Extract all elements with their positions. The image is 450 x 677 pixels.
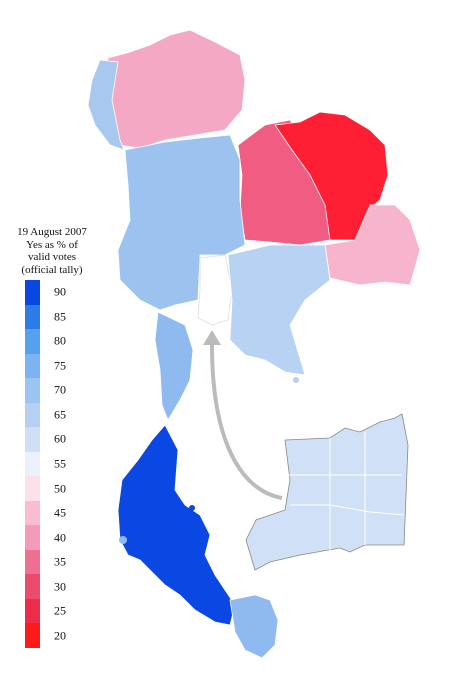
region-lower-south <box>117 424 236 626</box>
legend-swatch <box>25 500 40 526</box>
inset-bangkok-detail <box>245 413 409 571</box>
island-phuket <box>119 536 127 544</box>
legend-swatch <box>25 427 40 453</box>
legend-tick-label: 60 <box>54 431 66 446</box>
legend-title-line: valid votes <box>28 251 76 263</box>
legend-title-line: (official tally) <box>21 263 83 276</box>
legend-tick-label: 65 <box>54 407 66 422</box>
legend-tick-label: 75 <box>54 358 66 373</box>
island-samui <box>189 505 195 511</box>
legend-tick-label: 70 <box>54 382 66 397</box>
region-upper-south <box>154 311 194 421</box>
legend-tick-label: 80 <box>54 333 66 348</box>
legend-swatch <box>25 598 40 624</box>
legend-tick-label: 20 <box>54 628 66 643</box>
legend-swatch <box>25 280 40 306</box>
legend-tick-label: 40 <box>54 530 66 545</box>
island-chang <box>293 377 299 383</box>
region-east <box>227 244 331 376</box>
legend-tick-label: 35 <box>54 554 66 569</box>
inset-arrow <box>210 344 283 500</box>
legend-tick-label: 45 <box>54 505 66 520</box>
region-north <box>104 29 246 149</box>
legend-swatch <box>25 378 40 404</box>
legend-title-line: Yes as % of <box>26 238 78 251</box>
legend-title-line: 19 August 2007 <box>17 226 87 238</box>
region-northeast-south <box>324 204 421 286</box>
legend-swatch <box>25 525 40 551</box>
arrow-head-icon <box>203 330 221 345</box>
legend-tick-label: 30 <box>54 579 66 594</box>
legend-swatch <box>25 476 40 502</box>
legend-swatch <box>25 549 40 575</box>
legend-swatch <box>25 353 40 379</box>
legend-swatch <box>25 402 40 428</box>
legend-swatch <box>25 304 40 330</box>
region-bangkok <box>197 254 233 326</box>
legend-swatch <box>25 451 40 477</box>
legend-tick-label: 25 <box>54 603 66 618</box>
legend-title: 19 August 2007 Yes as % of valid votes (… <box>4 226 100 276</box>
region-northeast-east <box>274 111 389 241</box>
legend-tick-label: 85 <box>54 309 66 324</box>
inset-district-lines <box>285 432 405 555</box>
region-central <box>117 134 246 311</box>
legend-tick-label: 50 <box>54 481 66 496</box>
legend-swatch <box>25 574 40 600</box>
region-deep-south <box>229 594 279 659</box>
legend-tick-label: 55 <box>54 456 66 471</box>
legend-color-bar <box>25 280 40 649</box>
legend-swatch <box>25 329 40 355</box>
legend-tick-label: 90 <box>54 284 66 299</box>
region-north-west <box>87 59 125 151</box>
legend-swatch <box>25 623 40 649</box>
